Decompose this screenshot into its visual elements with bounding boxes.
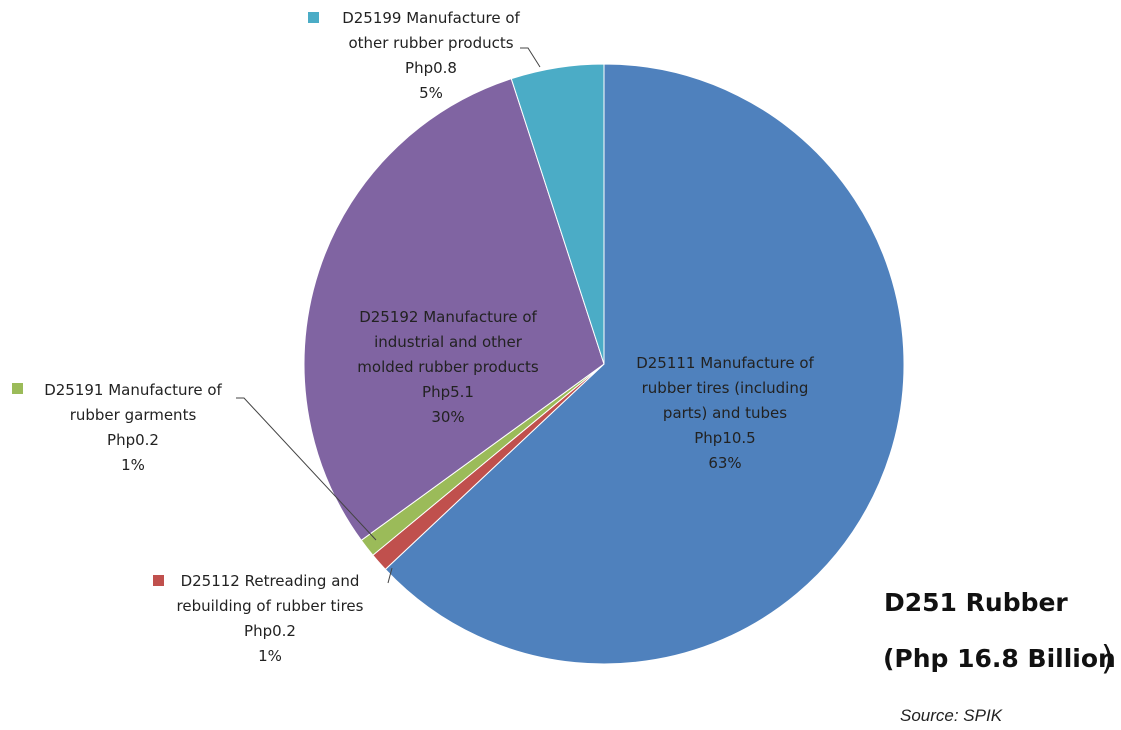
slice-label-line: Php0.2 xyxy=(244,622,296,640)
pie-slices xyxy=(303,63,905,665)
slice-label-d25199: D25199 Manufacture of other rubber produc… xyxy=(342,9,520,102)
chart-subtitle: (Php 16.8 Billion xyxy=(883,644,1116,673)
slice-label-line: D25111 Manufacture of xyxy=(636,354,814,372)
slice-label-d25191: D25191 Manufacture of rubber garments Php0… xyxy=(44,381,222,474)
slice-label-line: D25199 Manufacture of xyxy=(342,9,520,27)
legend-marker-d25191 xyxy=(12,383,23,394)
pie-slice-d25111 xyxy=(384,63,905,665)
slice-label-line: other rubber products xyxy=(348,34,513,52)
slice-label-line: parts) and tubes xyxy=(663,404,787,422)
slice-label-line: rubber tires (including xyxy=(642,379,809,397)
slice-label-line: Php10.5 xyxy=(694,429,755,447)
slice-label-line: rubber garments xyxy=(70,406,197,424)
slice-label-d25112: D25112 Retreading and rebuilding of rubbe… xyxy=(177,572,364,665)
leader-line-d25191 xyxy=(236,397,377,541)
leader-line-d25112 xyxy=(387,567,393,584)
slice-label-line: 1% xyxy=(258,647,282,665)
slice-label-line: industrial and other xyxy=(374,333,523,351)
chart-subtitle-paren: ) xyxy=(1101,638,1114,677)
pie-slice-d25192 xyxy=(303,78,605,542)
slice-label-line: D25192 Manufacture of xyxy=(359,308,537,326)
legend-marker-d25112 xyxy=(153,575,164,586)
slice-label-d25111: D25111 Manufacture of rubber tires (inclu… xyxy=(636,354,814,472)
slice-label-line: Php0.8 xyxy=(405,59,457,77)
source-note: Source: SPIK xyxy=(900,706,1003,725)
leader-line-d25199 xyxy=(520,47,541,68)
chart-title: D251 Rubber xyxy=(884,588,1068,617)
slice-label-line: Php0.2 xyxy=(107,431,159,449)
slice-label-line: Php5.1 xyxy=(422,383,474,401)
slice-label-line: molded rubber products xyxy=(357,358,539,376)
slice-label-line: D25112 Retreading and xyxy=(181,572,360,590)
slice-label-line: 63% xyxy=(708,454,741,472)
legend-marker-d25199 xyxy=(308,12,319,23)
slice-label-d25192: D25192 Manufacture of industrial and othe… xyxy=(357,308,539,426)
pie-slice-d25199 xyxy=(510,63,605,365)
slice-label-line: rebuilding of rubber tires xyxy=(177,597,364,615)
slice-label-line: D25191 Manufacture of xyxy=(44,381,222,399)
slice-label-line: 5% xyxy=(419,84,443,102)
slice-labels: D25111 Manufacture of rubber tires (inclu… xyxy=(12,9,815,665)
slice-label-line: 1% xyxy=(121,456,145,474)
slice-label-line: 30% xyxy=(431,408,464,426)
leader-lines xyxy=(236,47,541,584)
